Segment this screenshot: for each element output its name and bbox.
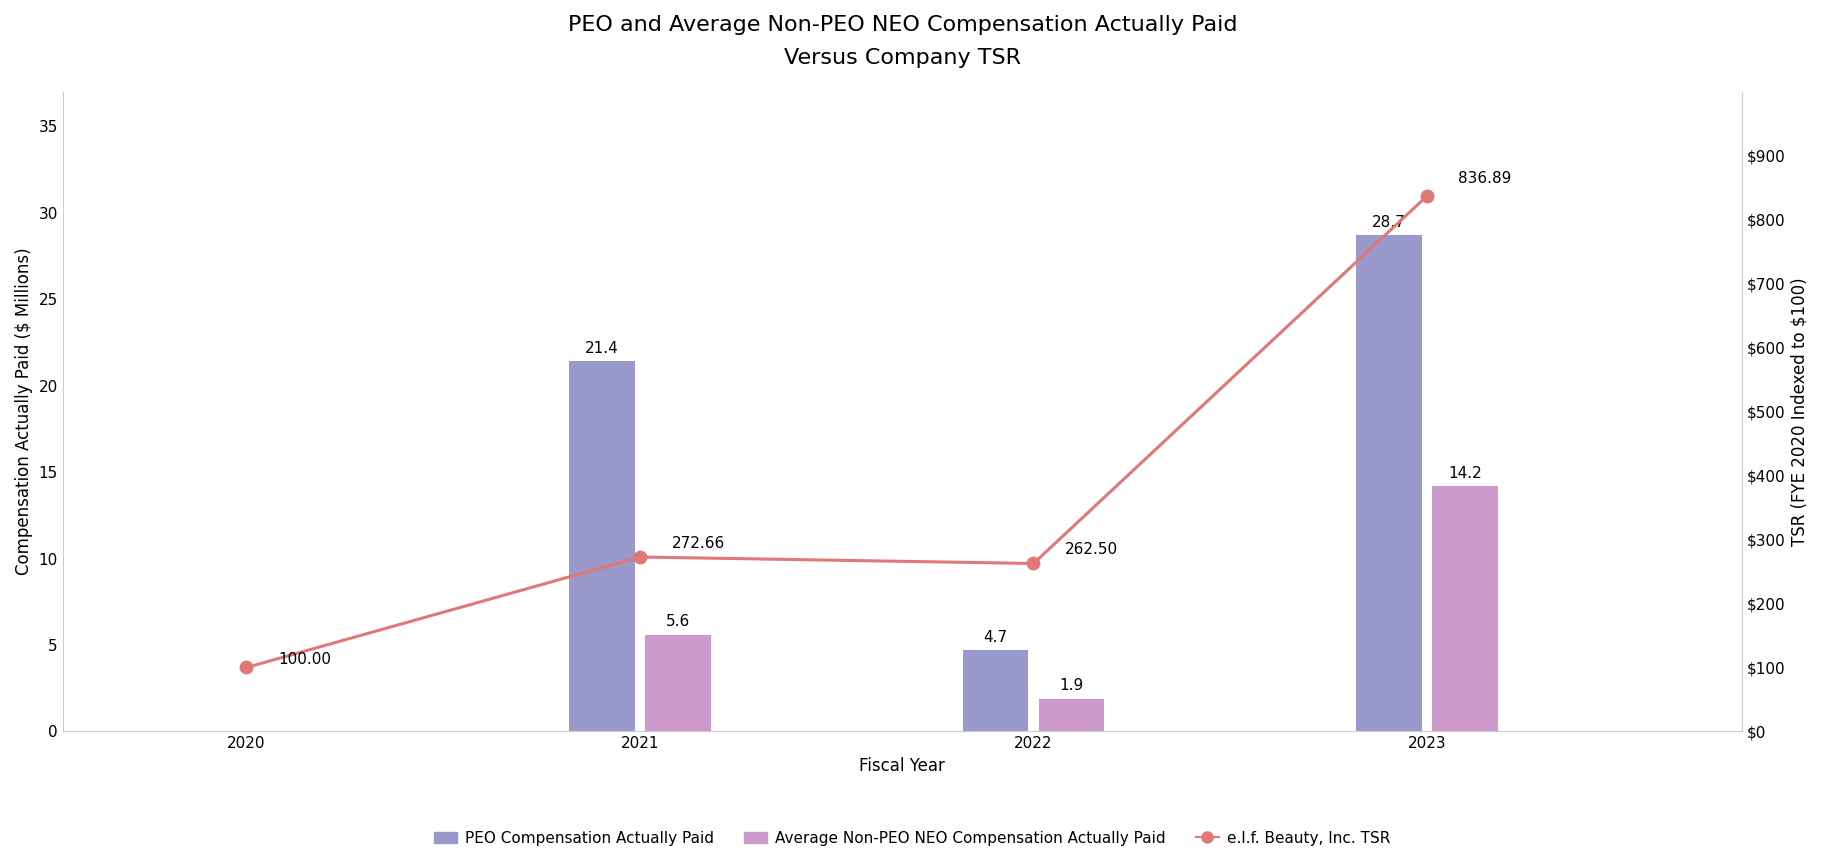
Text: 262.50: 262.50 xyxy=(1065,542,1117,557)
Text: 4.7: 4.7 xyxy=(983,630,1006,645)
Text: 272.66: 272.66 xyxy=(671,536,724,550)
Text: 14.2: 14.2 xyxy=(1447,466,1480,481)
Bar xyxy=(645,635,711,732)
Bar xyxy=(1431,486,1497,732)
Text: 21.4: 21.4 xyxy=(585,341,618,356)
Text: 1.9: 1.9 xyxy=(1059,679,1083,694)
Text: 5.6: 5.6 xyxy=(665,615,689,629)
Y-axis label: TSR (FYE 2020 Indexed to $100): TSR (FYE 2020 Indexed to $100) xyxy=(1790,277,1808,546)
Bar xyxy=(1037,699,1103,732)
Y-axis label: Compensation Actually Paid ($ Millions): Compensation Actually Paid ($ Millions) xyxy=(15,247,33,575)
Text: 836.89: 836.89 xyxy=(1458,171,1511,187)
Bar xyxy=(963,650,1028,732)
Bar xyxy=(1356,235,1420,732)
X-axis label: Fiscal Year: Fiscal Year xyxy=(859,757,944,775)
Bar xyxy=(569,361,634,732)
Legend: PEO Compensation Actually Paid, Average Non-PEO NEO Compensation Actually Paid, : PEO Compensation Actually Paid, Average … xyxy=(428,825,1395,852)
Title: PEO and Average Non-PEO NEO Compensation Actually Paid
Versus Company TSR: PEO and Average Non-PEO NEO Compensation… xyxy=(567,15,1236,68)
Text: 100.00: 100.00 xyxy=(277,653,330,667)
Text: 28.7: 28.7 xyxy=(1371,215,1406,230)
